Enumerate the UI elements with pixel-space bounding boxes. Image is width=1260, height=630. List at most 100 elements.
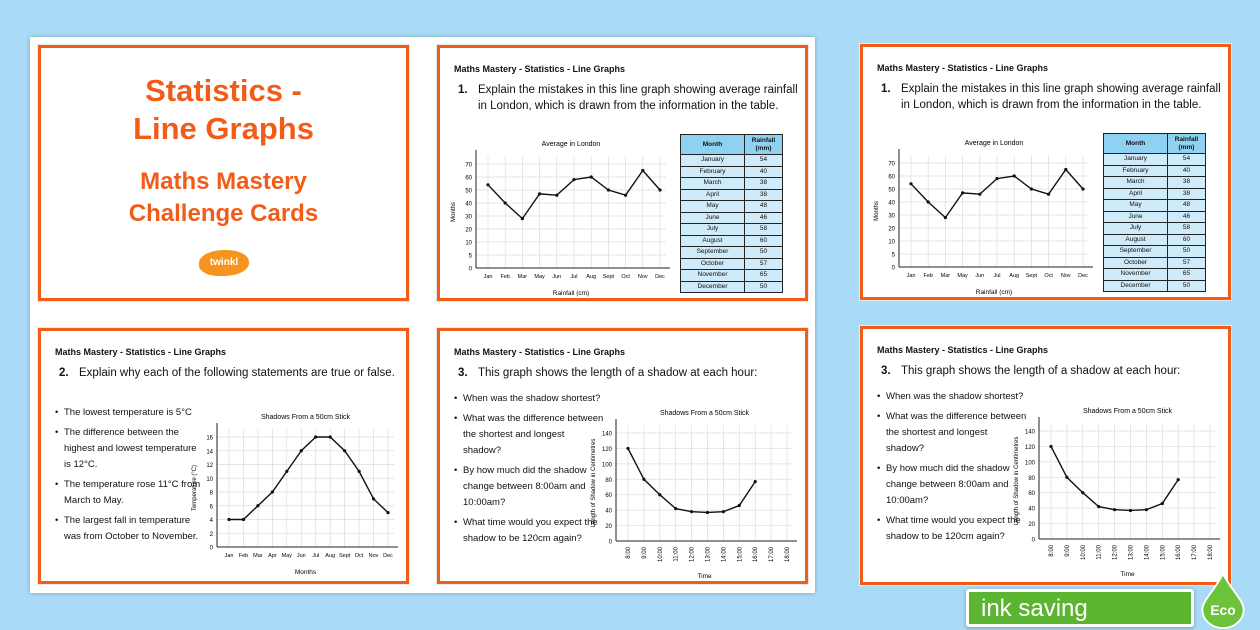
cover-title: Statistics - Line Graphs — [133, 73, 314, 146]
table-cell: 38 — [1167, 187, 1206, 200]
card-header: Maths Mastery - Statistics - Line Graphs — [454, 64, 626, 74]
column-header: Month — [1103, 133, 1168, 154]
column-header: Rainfall (mm) — [1167, 133, 1206, 154]
table-cell: August — [1103, 233, 1168, 246]
data-point — [674, 507, 678, 511]
table-cell: October — [680, 257, 745, 270]
table-cell: 38 — [744, 177, 783, 190]
y-axis-label: Months — [451, 202, 457, 222]
data-point — [371, 497, 376, 501]
y-tick-label: 0 — [210, 546, 214, 552]
data-point — [995, 177, 999, 181]
x-tick-label: Apr — [268, 553, 277, 559]
card-header: Maths Mastery - Statistics - Line Graphs — [877, 345, 1049, 355]
y-tick-label: 40 — [888, 201, 895, 207]
rainfall-table: Month Rainfall (mm) January 54 February 40 Mar… — [1103, 133, 1206, 292]
data-point — [961, 191, 965, 195]
table-row: September 50 — [680, 246, 783, 259]
question-text: 1. Explain the mistakes in this line grap… — [458, 84, 798, 112]
card-header: Maths Mastery - Statistics - Line Graphs — [454, 347, 626, 357]
data-point — [555, 193, 559, 197]
y-tick-label: 20 — [1028, 522, 1035, 528]
data-point — [1049, 444, 1053, 449]
table-cell: July — [1103, 222, 1168, 235]
list-item: When was the shadow shortest? — [454, 391, 604, 407]
y-tick-label: 12 — [206, 463, 213, 469]
table-row: March 38 — [1103, 176, 1206, 189]
data-point — [227, 517, 231, 522]
table-cell: 50 — [744, 280, 783, 293]
table-row: October 57 — [680, 257, 783, 270]
table-cell: 38 — [744, 188, 783, 201]
y-tick-label: 120 — [1025, 445, 1036, 451]
question-number: 1. — [881, 83, 891, 95]
list-item: When was the shadow shortest? — [877, 389, 1027, 405]
data-point — [572, 178, 576, 182]
column-header: Rainfall (mm) — [744, 134, 783, 155]
table-row: January 54 — [1103, 153, 1206, 166]
table-cell: May — [1103, 199, 1168, 212]
challenge-card-2: Maths Mastery - Statistics - Line Graphs… — [37, 327, 410, 585]
x-tick-label: 12:00 — [690, 546, 696, 562]
y-tick-label: 140 — [602, 432, 613, 438]
chart-title: Shadows From a 50cm Stick — [1083, 408, 1173, 415]
ink-saving-badge: ink saving — [966, 589, 1194, 627]
list-item: The temperature rose 11°C from March to … — [55, 477, 205, 509]
table-cell: March — [680, 177, 745, 190]
data-point — [641, 168, 645, 173]
y-tick-label: 5 — [892, 253, 896, 259]
x-tick-label: 11:00 — [674, 546, 680, 561]
table-cell: June — [1103, 210, 1168, 223]
x-tick-label: 18:00 — [785, 546, 791, 562]
question-text: 2. Explain why each of the following stat… — [59, 367, 395, 379]
table-row: December 50 — [1103, 279, 1206, 292]
y-tick-label: 30 — [888, 214, 895, 220]
line-chart: Shadows From a 50cm Stick 0 20 40 60 80 100 120… — [591, 410, 797, 580]
x-tick-label: Aug — [586, 274, 596, 280]
table-cell: 60 — [744, 234, 783, 247]
data-point — [486, 183, 490, 187]
table-row: April 38 — [680, 188, 783, 201]
y-tick-label: 30 — [465, 215, 472, 221]
data-point — [926, 200, 930, 204]
table-row: November 65 — [1103, 268, 1206, 281]
data-point — [270, 490, 274, 494]
table-row: July 58 — [680, 223, 783, 236]
list-item: By how much did the shadow change betwee… — [877, 461, 1027, 509]
data-point — [386, 511, 390, 515]
chart-title: Shadows From a 50cm Stick — [261, 414, 351, 421]
chart-title: Shadows From a 50cm Stick — [660, 410, 750, 417]
x-tick-label: Mar — [941, 273, 951, 279]
y-axis-label: Length of Shadow in Centimetres — [1014, 437, 1020, 526]
x-axis-label: Time — [697, 573, 712, 580]
line-chart: Shadows From a 50cm Stick 0 2 4 6 8 10 12 14 16 Ja… — [192, 414, 398, 576]
x-tick-label: Aug — [1009, 273, 1019, 279]
x-tick-label: 10:00 — [1081, 544, 1087, 560]
data-point — [753, 480, 757, 484]
table-cell: 57 — [744, 257, 783, 270]
x-tick-label: 11:00 — [1097, 544, 1103, 559]
x-tick-label: 8:00 — [1049, 544, 1055, 556]
table-row: May 48 — [1103, 199, 1206, 212]
table-cell: 40 — [1167, 164, 1206, 177]
x-tick-label: 8:00 — [626, 546, 632, 558]
data-point — [658, 188, 662, 192]
challenge-card-1-preview: Maths Mastery - Statistics - Line Graphs… — [859, 43, 1232, 301]
table-row: April 38 — [1103, 187, 1206, 200]
card-header: Maths Mastery - Statistics - Line Graphs — [877, 63, 1049, 73]
table-cell: September — [1103, 245, 1168, 258]
table-header-row: Month Rainfall (mm) — [1103, 133, 1206, 154]
list-item: The largest fall in temperature was from… — [55, 513, 205, 545]
statement-list: The lowest temperature is 5°C The differe… — [55, 405, 205, 549]
data-point — [520, 217, 524, 221]
table-cell: 57 — [1167, 256, 1206, 269]
x-tick-label: Jun — [552, 274, 561, 280]
y-tick-label: 50 — [465, 189, 472, 195]
table-row: August 60 — [1103, 233, 1206, 246]
data-point — [1097, 505, 1101, 509]
y-axis-label: Length of Shadow in Centimetres — [591, 439, 597, 528]
y-tick-label: 14 — [206, 449, 213, 455]
table-row: October 57 — [1103, 256, 1206, 269]
x-tick-label: 18:00 — [1208, 544, 1214, 560]
table-cell: November — [1103, 268, 1168, 281]
